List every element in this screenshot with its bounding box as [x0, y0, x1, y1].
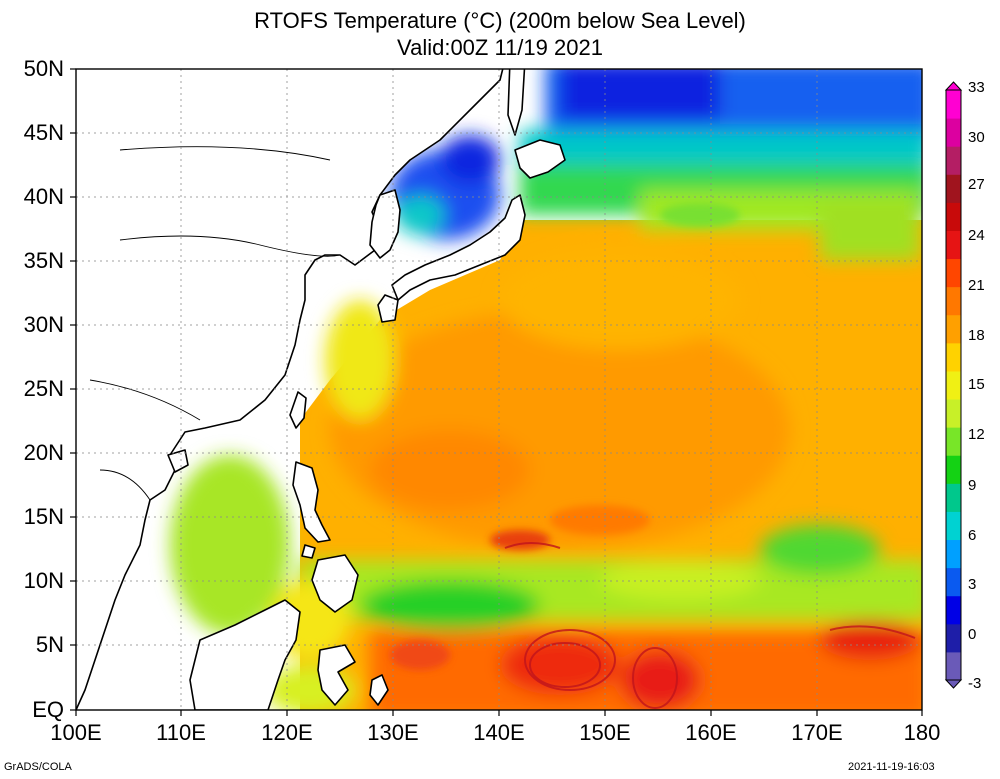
lat-label: 50N [23, 56, 64, 81]
lat-label: 20N [23, 440, 64, 465]
lat-label: 15N [23, 504, 64, 529]
colorbar-frame [945, 89, 962, 681]
colorbar-swatch [946, 595, 961, 625]
colorbar-swatch [946, 258, 961, 288]
colorbar-top-arrow [944, 81, 963, 91]
colorbar-label: 9 [968, 477, 977, 494]
lat-label: EQ [32, 697, 64, 722]
colorbar-swatch [946, 455, 961, 484]
lat-label: 5N [35, 632, 64, 657]
colorbar [944, 81, 963, 689]
footer-credit: GrADS/COLA [4, 761, 72, 773]
colorbar-swatch [946, 651, 961, 681]
colorbar-label: -3 [968, 675, 982, 692]
colorbar-bottom-arrow [944, 679, 963, 689]
lon-label: 160E [685, 720, 737, 745]
colorbar-label: 15 [968, 376, 985, 393]
colorbar-swatch [946, 483, 961, 512]
colorbar-swatch [946, 286, 961, 316]
map-title-line1: RTOFS Temperature (°C) (200m below Sea L… [254, 8, 746, 33]
colorbar-swatch [946, 230, 961, 260]
lon-label: 180 [903, 720, 941, 745]
temperature-field [76, 69, 922, 710]
colorbar-label: 30 [968, 129, 985, 146]
colorbar-swatch [946, 399, 961, 428]
colorbar-swatch [946, 623, 961, 653]
colorbar-label: 33 [968, 79, 985, 96]
colorbar-label: 0 [968, 626, 977, 643]
colorbar-swatch [946, 370, 961, 400]
colorbar-swatch [946, 146, 961, 175]
gridlines [76, 69, 922, 710]
colorbar-swatch [946, 427, 961, 456]
colorbar-swatch [946, 90, 961, 119]
colorbar-swatch [946, 202, 961, 231]
colorbar-label: 18 [968, 327, 985, 344]
colorbar-label: 12 [968, 426, 985, 443]
colorbar-swatch [946, 174, 961, 203]
lat-label: 10N [23, 568, 64, 593]
lon-label: 130E [367, 720, 419, 745]
lon-label: 110E [156, 720, 206, 745]
lat-label: 45N [23, 120, 64, 145]
colorbar-label: 24 [968, 227, 985, 244]
map-title-line2: Valid:00Z 11/19 2021 [397, 35, 603, 60]
lon-label: 120E [261, 720, 313, 745]
lat-label: 30N [23, 312, 64, 337]
lon-label: 100E [50, 720, 102, 745]
lat-label: 40N [23, 184, 64, 209]
colorbar-label: 6 [968, 527, 977, 544]
colorbar-label: 27 [968, 176, 985, 193]
colorbar-swatch [946, 342, 961, 372]
colorbar-swatch [946, 539, 961, 569]
colorbar-label: 21 [968, 277, 985, 294]
lat-label: 25N [23, 376, 64, 401]
footer-timestamp: 2021-11-19-16:03 [848, 761, 935, 773]
colorbar-swatch [946, 567, 961, 597]
lon-label: 170E [791, 720, 843, 745]
lon-label: 150E [579, 720, 631, 745]
colorbar-label: 3 [968, 576, 977, 593]
colorbar-swatch [946, 511, 961, 541]
lon-label: 140E [473, 720, 525, 745]
lat-label: 35N [23, 248, 64, 273]
colorbar-swatch [946, 314, 961, 344]
colorbar-swatch [946, 118, 961, 147]
